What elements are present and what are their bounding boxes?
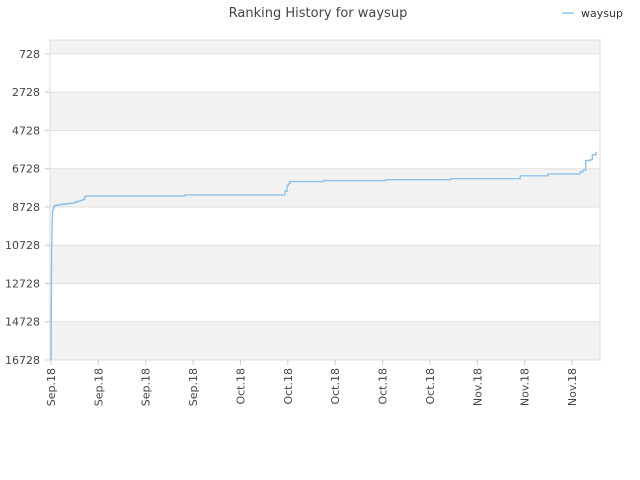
y-tick-label: 4728 (12, 124, 40, 137)
y-tick-label: 728 (19, 48, 40, 61)
y-tick-label: 2728 (12, 86, 40, 99)
y-tick-label: 16728 (5, 354, 40, 367)
x-tick-label: Oct.18 (329, 368, 342, 405)
x-tick-label: Oct.18 (282, 368, 295, 405)
background-band (50, 168, 600, 207)
y-tick-label: 12728 (5, 277, 40, 290)
x-tick-label: Nov.18 (471, 368, 484, 406)
plot-background-bands (50, 40, 600, 360)
legend[interactable]: waysup (562, 7, 623, 20)
plot-frame (49, 39, 601, 361)
x-tick-label: Sep.18 (45, 368, 58, 406)
x-tick-label: Oct.18 (234, 368, 247, 405)
background-band (50, 92, 600, 131)
legend-label-waysup: waysup (581, 7, 623, 20)
x-tick-label: Sep.18 (92, 368, 105, 406)
y-tick-label: 8728 (12, 201, 40, 214)
y-axis-ticks: 728 2728 4728 6728 8728 10728 12728 14728 16728 (5, 48, 50, 367)
y-tick-label: 14728 (5, 316, 40, 329)
x-tick-label: Nov.18 (566, 368, 579, 406)
background-band (50, 321, 600, 360)
y-tick-label: 10728 (5, 239, 40, 252)
y-tick-label: 6728 (12, 163, 40, 176)
background-band (50, 40, 600, 54)
series-line-waysup (50, 151, 597, 361)
x-tick-label: Oct.18 (424, 368, 437, 405)
background-band (50, 245, 600, 284)
x-tick-label: Nov.18 (519, 368, 532, 406)
chart-title: Ranking History for waysup (229, 6, 408, 21)
x-tick-label: Oct.18 (377, 368, 390, 405)
x-tick-label: Sep.18 (140, 368, 153, 406)
x-tick-label: Sep.18 (187, 368, 200, 406)
x-axis-ticks: Sep.18 Sep.18 Sep.18 Sep.18 Oct.18 Oct.18 Oct.… (45, 360, 579, 406)
series-layer (50, 151, 597, 361)
